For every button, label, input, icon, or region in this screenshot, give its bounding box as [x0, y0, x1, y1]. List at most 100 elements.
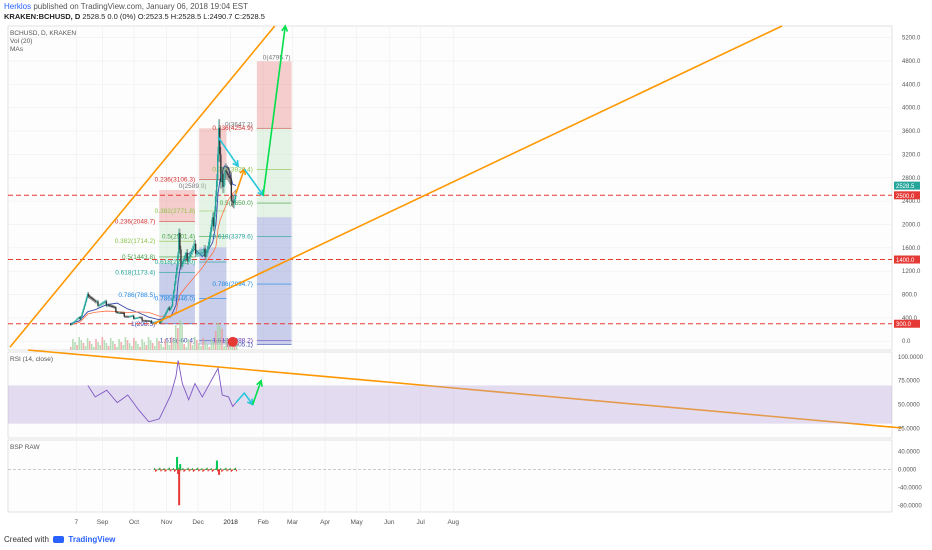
candle-body: [122, 312, 124, 314]
candle-body: [74, 321, 76, 323]
candle-body: [224, 170, 226, 179]
candle-body: [104, 301, 107, 303]
bsp-bar: [225, 467, 227, 470]
candle-body: [199, 252, 201, 254]
x-tick-label: Mar: [287, 519, 299, 526]
bsp-spike: [177, 469, 180, 474]
x-tick-label: Nov: [161, 519, 173, 526]
bsp-bar: [164, 469, 166, 472]
candle-body: [117, 312, 119, 314]
candle-body: [189, 254, 192, 257]
fib-zone-mid: [256, 127, 292, 218]
candle-body: [95, 301, 97, 303]
chart-canvas[interactable]: 7 Sep Oct Nov Dec 2018 Feb Mar Apr May Jun Jul Aug 52…: [0, 24, 932, 532]
candle-body: [78, 317, 80, 319]
bsp-bar: [221, 469, 223, 472]
bsp-tick-label: -40.0000: [898, 485, 922, 491]
bsp-bar: [166, 469, 168, 470]
bsp-bar: [182, 468, 184, 470]
candle-body: [126, 316, 129, 318]
volume-bar: [214, 331, 217, 350]
rsi-green-arrow: [251, 380, 262, 405]
candle-body: [144, 320, 146, 322]
ohlc-line: KRAKEN:BCHUSD, D 2528.5 0.0 (0%) O:2523.…: [4, 12, 265, 21]
volume-bar: [198, 343, 200, 350]
bsp-bar: [189, 469, 191, 471]
candle-body: [231, 200, 234, 202]
bsp-tick-label: 0.0000: [898, 467, 917, 473]
volume-bar: [168, 345, 171, 350]
level-badge-label: 300.0: [896, 322, 912, 328]
volume-bar: [118, 339, 120, 350]
symbol-line: KRAKEN:BCHUSD, D: [4, 12, 81, 21]
y-tick-label: 5200.0: [902, 36, 921, 42]
volume-bar: [181, 323, 183, 350]
candle-body: [106, 305, 109, 306]
candle-body: [115, 307, 117, 313]
candle-body: [185, 252, 187, 256]
level-badge-label: 1400.0: [896, 258, 915, 264]
volume-bar: [124, 337, 127, 350]
candle-body: [232, 201, 235, 203]
volume-bar: [76, 345, 78, 350]
bsp-bar: [208, 469, 210, 471]
candle-body: [167, 307, 170, 310]
volume-bar: [223, 346, 225, 350]
candle-body: [130, 315, 133, 317]
volume-bar: [143, 342, 146, 350]
candle-body: [210, 224, 213, 232]
publish-text: published on TradingView.com, January 06…: [33, 2, 249, 11]
bsp-bar: [157, 469, 159, 470]
bsp-bar: [235, 469, 238, 472]
fib-level-label: 0.786(788.5): [118, 292, 155, 299]
x-tick-label: Apr: [320, 519, 331, 526]
x-tick-label: Sep: [97, 519, 109, 526]
rsi-cyan-projection: [235, 391, 254, 406]
candle-body: [206, 249, 208, 254]
candle-body: [75, 320, 77, 322]
bsp-bar: [170, 469, 172, 471]
volume-bar: [126, 340, 129, 350]
fib-level-label: 0.618(3379.6): [212, 233, 252, 240]
x-tick-label: Dec: [192, 519, 204, 526]
candle-body: [88, 296, 91, 298]
candle-body: [186, 252, 188, 262]
candle-body: [84, 301, 87, 306]
bsp-bar: [171, 469, 174, 470]
candle-body: [119, 312, 121, 314]
candle-body: [114, 306, 116, 308]
candle-body: [218, 127, 220, 155]
tradingview-brand[interactable]: TradingView: [68, 535, 116, 544]
candle-body: [107, 305, 110, 306]
candle-body: [178, 232, 180, 256]
bsp-bar: [191, 468, 193, 470]
bsp-bar: [161, 469, 163, 471]
bsp-bar: [206, 467, 208, 470]
volume-bar: [109, 338, 112, 350]
candle-body: [112, 306, 114, 308]
candle-body: [183, 258, 185, 262]
bsp-bar: [233, 468, 235, 470]
bsp-bar: [155, 469, 157, 472]
volume-bar: [105, 343, 108, 350]
us-flag-icon: [227, 336, 238, 347]
volume-bar: [212, 342, 215, 350]
x-tick-label: May: [351, 519, 364, 526]
candle-body: [123, 312, 125, 317]
y-tick-label: 4800.0: [902, 59, 921, 65]
mas-label: MAs: [10, 46, 24, 53]
level-badge: [894, 319, 920, 328]
candle-body: [168, 307, 171, 310]
candle-body: [196, 253, 198, 255]
fib-label-top: 0(3647.2): [225, 121, 253, 128]
cyan-projection-line: [217, 136, 239, 167]
candle-body: [173, 283, 176, 292]
candle-body: [149, 320, 152, 322]
y-tick-label: 800.0: [902, 293, 918, 299]
candle-body: [187, 258, 189, 262]
volume-bar: [88, 341, 91, 350]
bsp-bar: [180, 469, 182, 471]
level-badge-label: 2500.0: [896, 194, 915, 200]
volume-bar: [175, 325, 177, 350]
author-link[interactable]: Herklos: [4, 2, 32, 11]
